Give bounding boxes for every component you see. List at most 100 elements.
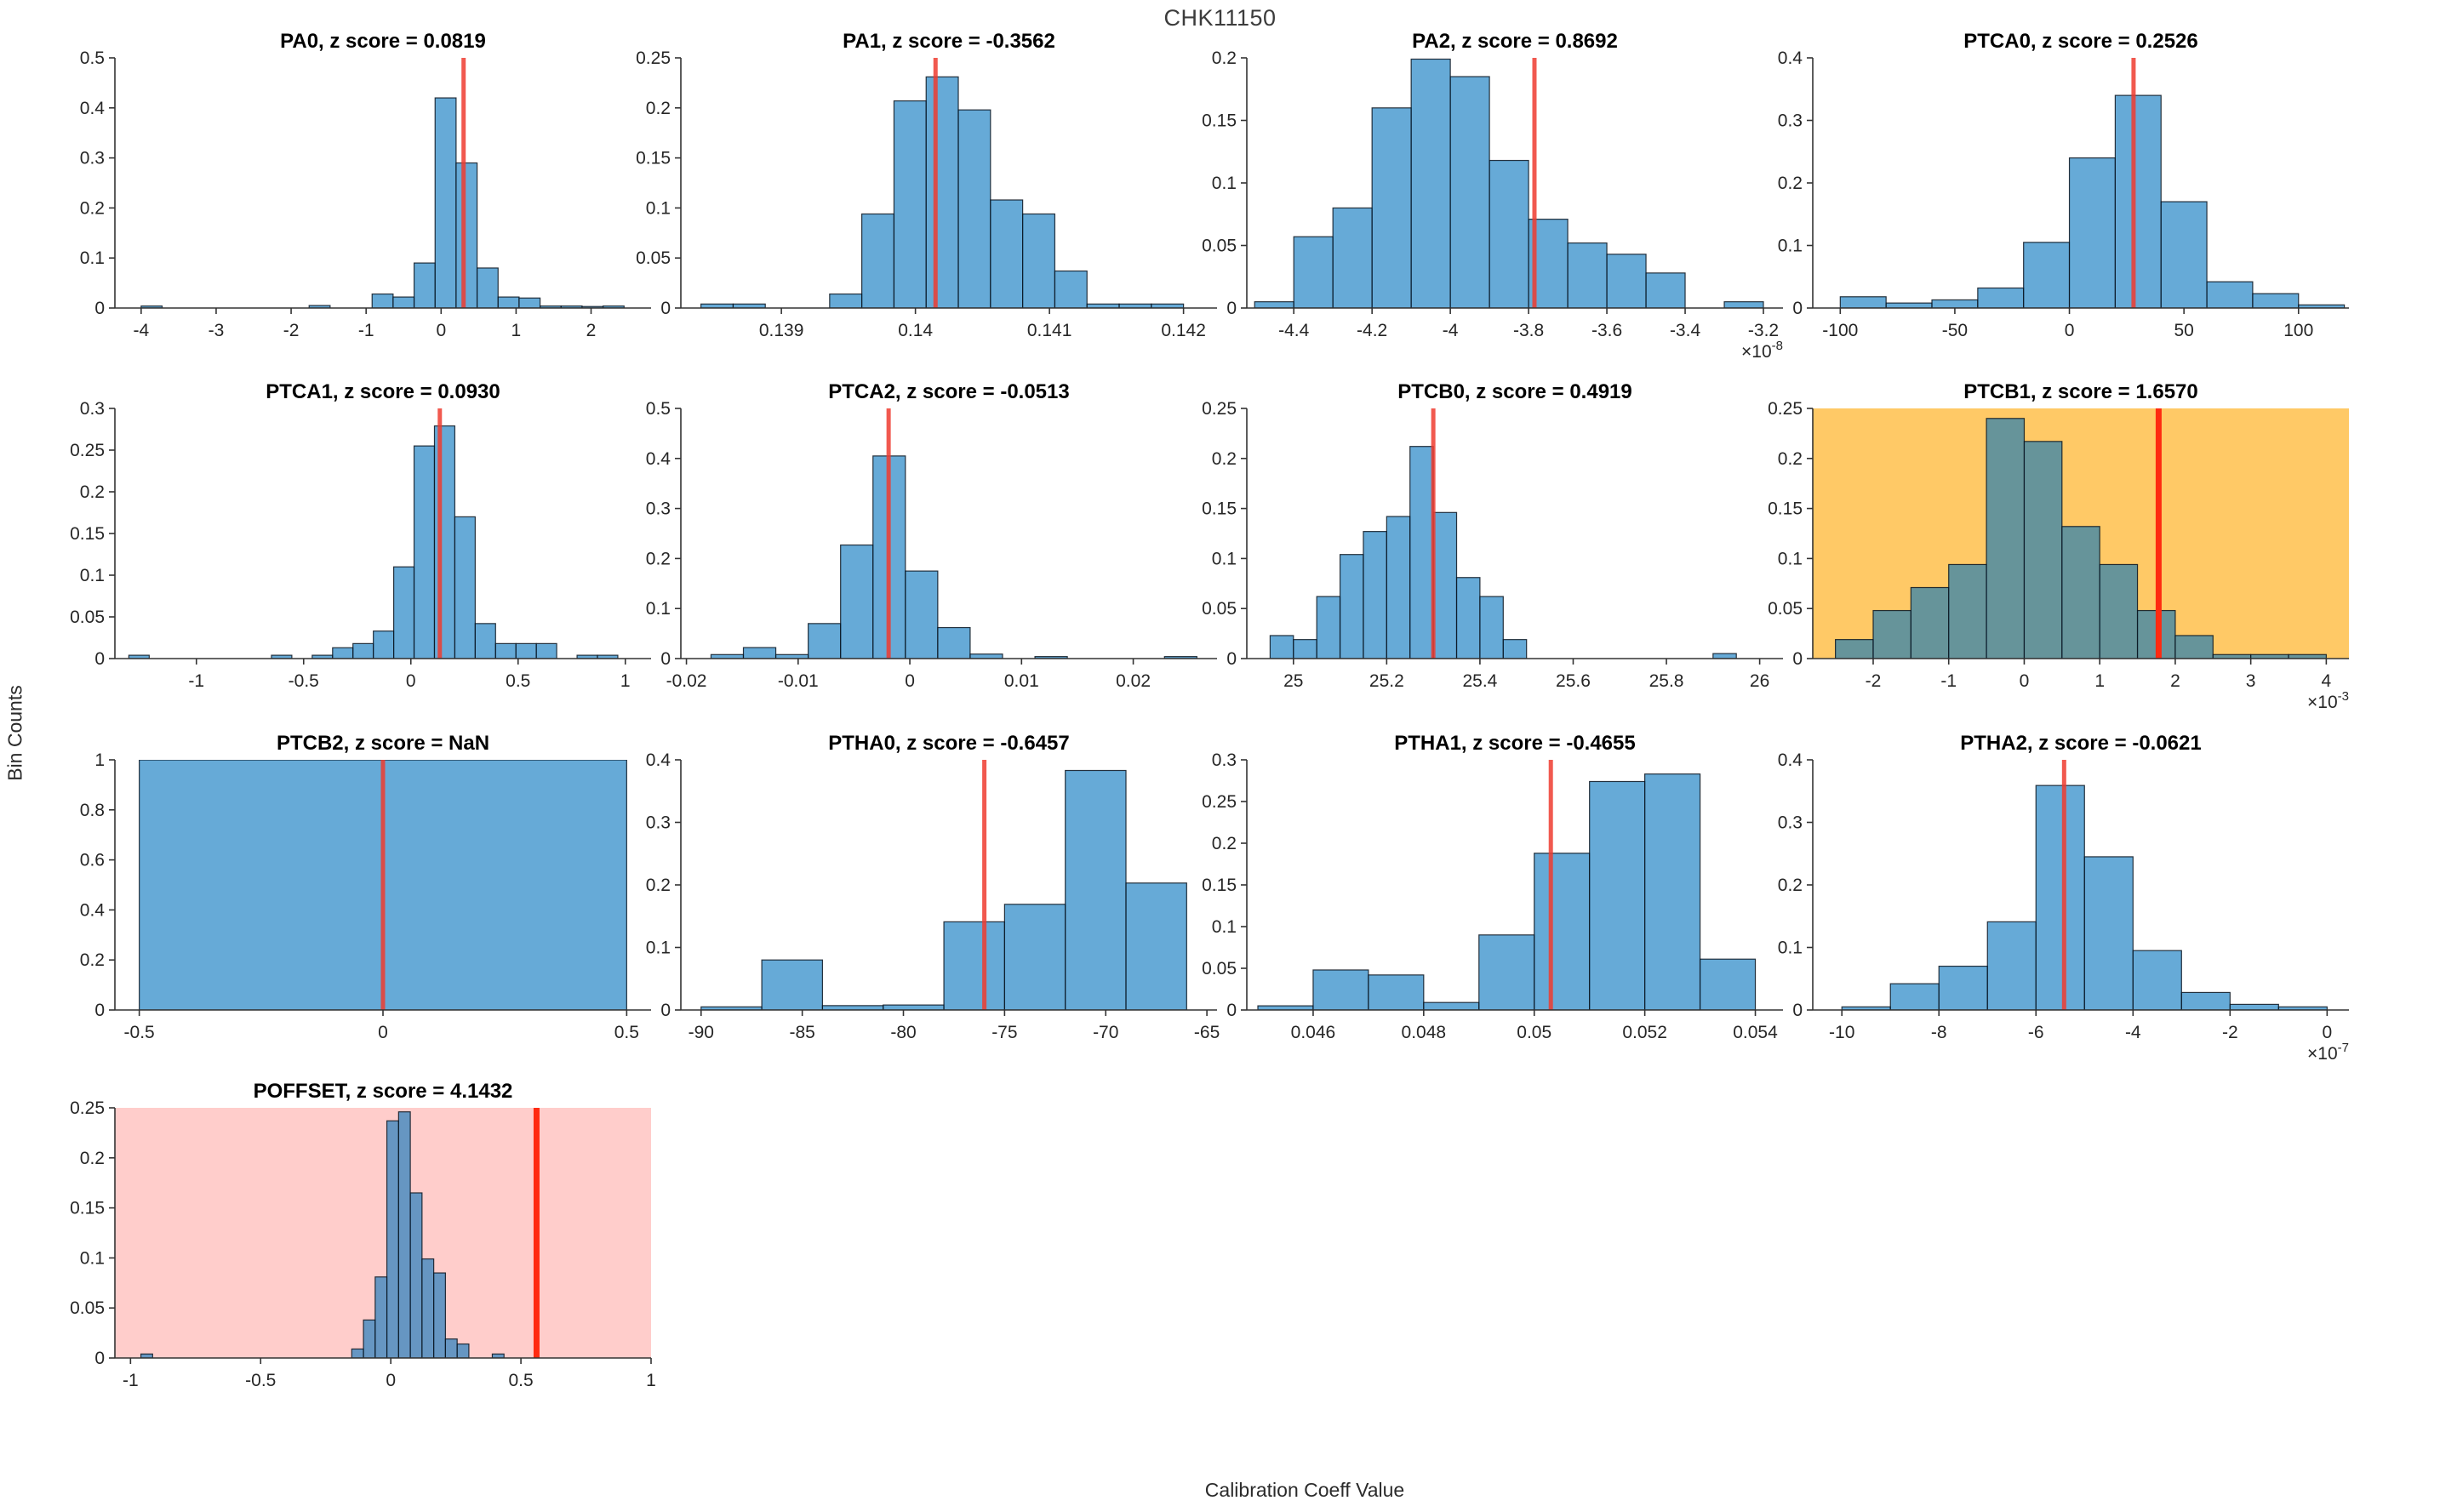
subplot-PTCB1: -2 -1 0 1 2 3 4 0 0.05 0.1 0.15 0.2 0.25 ×10-3 PTCB1, … xyxy=(1757,379,2362,713)
subplot-PTHA0: -90 -85 -80 -75 -70 -65 0 0.1 0.2 0.3 0.4 PTHA0, z … xyxy=(626,731,1230,1064)
y-tick-label: 0.2 xyxy=(1778,449,1803,469)
histogram-bar xyxy=(1489,159,1529,308)
histogram-PTHA0: -90 -85 -80 -75 -70 -65 0 0.1 0.2 0.3 0.4 PTHA0, z … xyxy=(646,732,1220,1042)
subplot-PA1: 0.139 0.14 0.141 0.142 0 0.05 0.1 0.15 0.2 0.25 PA… xyxy=(626,29,1230,362)
histogram-bar xyxy=(494,642,517,659)
y-tick-label: 0.1 xyxy=(80,248,105,268)
subplot-title: PA2, z score = 0.8692 xyxy=(1412,30,1618,53)
subplot-title: PTCB1, z score = 1.6570 xyxy=(1963,380,2197,403)
x-tick-label: -0.5 xyxy=(245,1371,276,1390)
y-tick-label: 0.6 xyxy=(80,851,105,870)
x-tick-label: -85 xyxy=(789,1023,814,1042)
histogram-bar xyxy=(351,1348,364,1358)
y-tick-label: 0.2 xyxy=(646,549,671,568)
y-tick-label: 0.05 xyxy=(70,608,105,627)
histogram-bar xyxy=(1034,656,1068,659)
histogram-bar xyxy=(1839,296,1887,308)
histogram-bar xyxy=(1339,554,1364,659)
histogram-bar xyxy=(1479,596,1504,659)
axis-exponent-label: ×10-3 xyxy=(2307,689,2349,712)
histogram-bar xyxy=(742,647,777,659)
y-tick-label: 0.2 xyxy=(1778,174,1803,193)
y-tick-label: 0.2 xyxy=(1212,48,1237,68)
histogram-bar xyxy=(421,1258,435,1358)
y-tick-label: 0 xyxy=(660,299,671,318)
x-tick-label: 0.01 xyxy=(1004,671,1039,691)
y-tick-label: 0 xyxy=(1792,1001,1803,1020)
histogram-bar xyxy=(861,213,895,308)
y-tick-label: 0.4 xyxy=(646,750,671,770)
x-tick-label: -4 xyxy=(133,321,149,340)
histogram-bar xyxy=(2206,281,2254,308)
x-tick-label: -1 xyxy=(123,1371,139,1390)
histogram-bar xyxy=(937,626,971,659)
histogram-bar xyxy=(2099,563,2139,659)
y-tick-label: 0.25 xyxy=(1202,792,1237,812)
axes-spines xyxy=(1812,408,2349,659)
histogram-bar xyxy=(2229,1003,2279,1010)
histogram-bar xyxy=(332,647,354,659)
histogram-PTCB0: 25 25.2 25.4 25.6 25.8 26 0 0.05 0.1 0.15 0.2 0.25 P… xyxy=(1202,380,1783,691)
y-tick-label: 0 xyxy=(1226,299,1237,318)
histogram-bar xyxy=(1410,58,1451,308)
histogram-bar xyxy=(1363,531,1387,659)
x-tick-label: -4 xyxy=(2125,1023,2141,1042)
x-tick-label: -80 xyxy=(890,1023,916,1042)
histogram-bar xyxy=(392,296,415,308)
x-tick-label: 25.6 xyxy=(1556,671,1591,691)
x-tick-label: -8 xyxy=(1931,1023,1947,1042)
y-tick-label: 0.4 xyxy=(80,99,106,118)
histogram-bar xyxy=(2023,242,2071,308)
histogram-bar xyxy=(925,76,959,308)
x-tick-label: 1 xyxy=(2094,671,2105,691)
y-tick-label: 0.4 xyxy=(1778,750,1803,770)
y-tick-label: 0.1 xyxy=(1212,549,1237,568)
histogram-bar xyxy=(1022,213,1056,308)
histogram-bar xyxy=(1606,254,1647,308)
y-tick-label: 0.15 xyxy=(1768,499,1803,519)
y-tick-label: 0.3 xyxy=(80,399,105,419)
histogram-bar xyxy=(373,630,395,659)
histogram-bar xyxy=(1293,236,1334,308)
x-tick-label: 0 xyxy=(406,671,416,691)
y-tick-label: 0.3 xyxy=(646,499,671,519)
x-tick-label: 0.048 xyxy=(1402,1023,1447,1042)
histogram-bar xyxy=(455,162,478,308)
x-tick-label: 25.8 xyxy=(1649,671,1684,691)
histogram-bar xyxy=(434,97,457,308)
y-tick-label: 0 xyxy=(1226,649,1237,669)
x-tick-label: 1 xyxy=(646,1371,656,1390)
histogram-bar xyxy=(393,566,415,659)
histogram-bar xyxy=(1872,609,1911,659)
histogram-bar xyxy=(371,293,394,308)
y-tick-label: 0.3 xyxy=(646,813,671,833)
axes-spines xyxy=(114,1108,651,1359)
x-tick-label: 2 xyxy=(2170,671,2180,691)
y-axis-label: Bin Counts xyxy=(3,685,26,781)
histogram-bar xyxy=(1386,516,1411,659)
x-tick-label: 0.139 xyxy=(759,321,804,340)
y-tick-label: 0.15 xyxy=(1202,111,1237,131)
y-tick-label: 0 xyxy=(1792,649,1803,669)
histogram-bar xyxy=(2083,856,2134,1010)
y-tick-label: 0.1 xyxy=(1212,917,1237,937)
histogram-bar xyxy=(893,100,927,308)
axis-exponent-label: ×10-7 xyxy=(2307,1041,2349,1064)
y-tick-label: 0.3 xyxy=(1212,750,1237,770)
x-tick-label: 0.5 xyxy=(508,1371,533,1390)
x-tick-label: 0 xyxy=(905,671,915,691)
histogram-bar xyxy=(1312,969,1369,1010)
histogram-bar xyxy=(1986,418,2026,659)
x-tick-label: -90 xyxy=(689,1023,714,1042)
y-tick-label: 0.15 xyxy=(70,1199,105,1218)
histogram-bar xyxy=(2035,785,2085,1010)
y-tick-label: 0 xyxy=(94,299,105,318)
x-tick-label: 1 xyxy=(511,321,522,340)
y-tick-label: 0.2 xyxy=(80,950,105,970)
x-tick-label: -1 xyxy=(1940,671,1957,691)
y-tick-label: 0.2 xyxy=(80,1149,105,1168)
histogram-bar xyxy=(1885,302,1933,308)
y-tick-label: 0.2 xyxy=(1212,834,1237,853)
histogram-bar xyxy=(454,516,476,659)
histogram-bar xyxy=(840,544,874,659)
